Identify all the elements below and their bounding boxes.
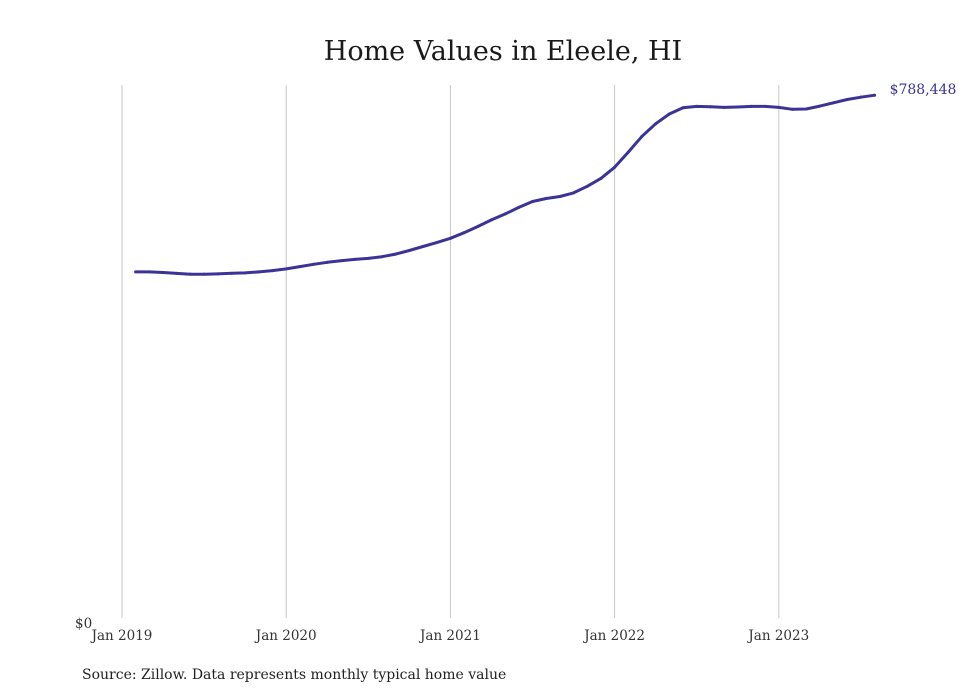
- x-tick-label: Jan 2019: [90, 628, 153, 644]
- data-point: [873, 93, 877, 97]
- data-point: [749, 104, 753, 108]
- data-point: [667, 112, 671, 116]
- data-point: [804, 107, 808, 111]
- data-point: [859, 95, 863, 99]
- data-point: [448, 236, 452, 240]
- data-point: [147, 270, 151, 274]
- data-point: [544, 197, 548, 201]
- data-point: [298, 265, 302, 269]
- data-point: [845, 97, 849, 101]
- data-point: [462, 231, 466, 235]
- data-point: [572, 191, 576, 195]
- data-point: [531, 199, 534, 203]
- data-point: [695, 104, 699, 108]
- data-point: [134, 270, 138, 274]
- data-point: [257, 270, 261, 274]
- data-point: [325, 260, 329, 264]
- data-point: [585, 184, 589, 188]
- y-axis-zero-label: $0: [75, 616, 92, 632]
- x-axis-tick-labels: Jan 2019 Jan 2020 Jan 2021 Jan 2022 Jan 2023: [90, 628, 810, 644]
- chart-title: Home Values in Eleele, HI: [324, 36, 682, 67]
- data-point: [640, 134, 644, 138]
- data-point: [312, 262, 316, 266]
- x-tick-label: Jan 2020: [254, 628, 317, 644]
- data-point: [832, 101, 836, 105]
- data-point: [229, 271, 233, 275]
- series-data-points: [134, 93, 877, 276]
- data-point: [380, 255, 384, 259]
- data-point: [489, 218, 493, 222]
- vertical-gridlines: [121, 85, 780, 618]
- data-point: [421, 245, 425, 249]
- data-point: [681, 106, 685, 110]
- data-point: [722, 105, 726, 109]
- data-point: [708, 105, 712, 109]
- data-point: [599, 176, 603, 180]
- data-point: [175, 271, 179, 275]
- data-point: [284, 267, 288, 271]
- x-tick-label: Jan 2022: [582, 628, 645, 644]
- data-point: [558, 195, 562, 199]
- data-point: [339, 259, 343, 263]
- x-tick-label: Jan 2023: [746, 628, 809, 644]
- data-point: [202, 272, 206, 276]
- source-note: Source: Zillow. Data represents monthly …: [82, 667, 507, 683]
- data-point: [736, 105, 740, 109]
- data-point: [503, 212, 507, 216]
- home-value-series-line: [134, 93, 877, 276]
- data-point: [654, 122, 658, 126]
- series-end-value-label: $788,448: [890, 82, 957, 98]
- data-point: [271, 269, 275, 273]
- data-point: [216, 272, 220, 276]
- data-point: [476, 224, 480, 228]
- data-point: [517, 205, 521, 209]
- data-point: [613, 165, 617, 169]
- data-point: [366, 256, 370, 260]
- data-point: [243, 271, 247, 275]
- data-point: [626, 150, 630, 154]
- x-tick-label: Jan 2021: [418, 628, 481, 644]
- data-point: [790, 107, 794, 111]
- data-point: [818, 104, 822, 108]
- data-point: [407, 248, 411, 252]
- data-point: [353, 257, 357, 261]
- data-point: [435, 241, 439, 245]
- data-point: [763, 104, 767, 108]
- data-point: [188, 272, 192, 276]
- data-point: [161, 271, 165, 275]
- data-point: [394, 252, 398, 256]
- data-point: [777, 105, 781, 109]
